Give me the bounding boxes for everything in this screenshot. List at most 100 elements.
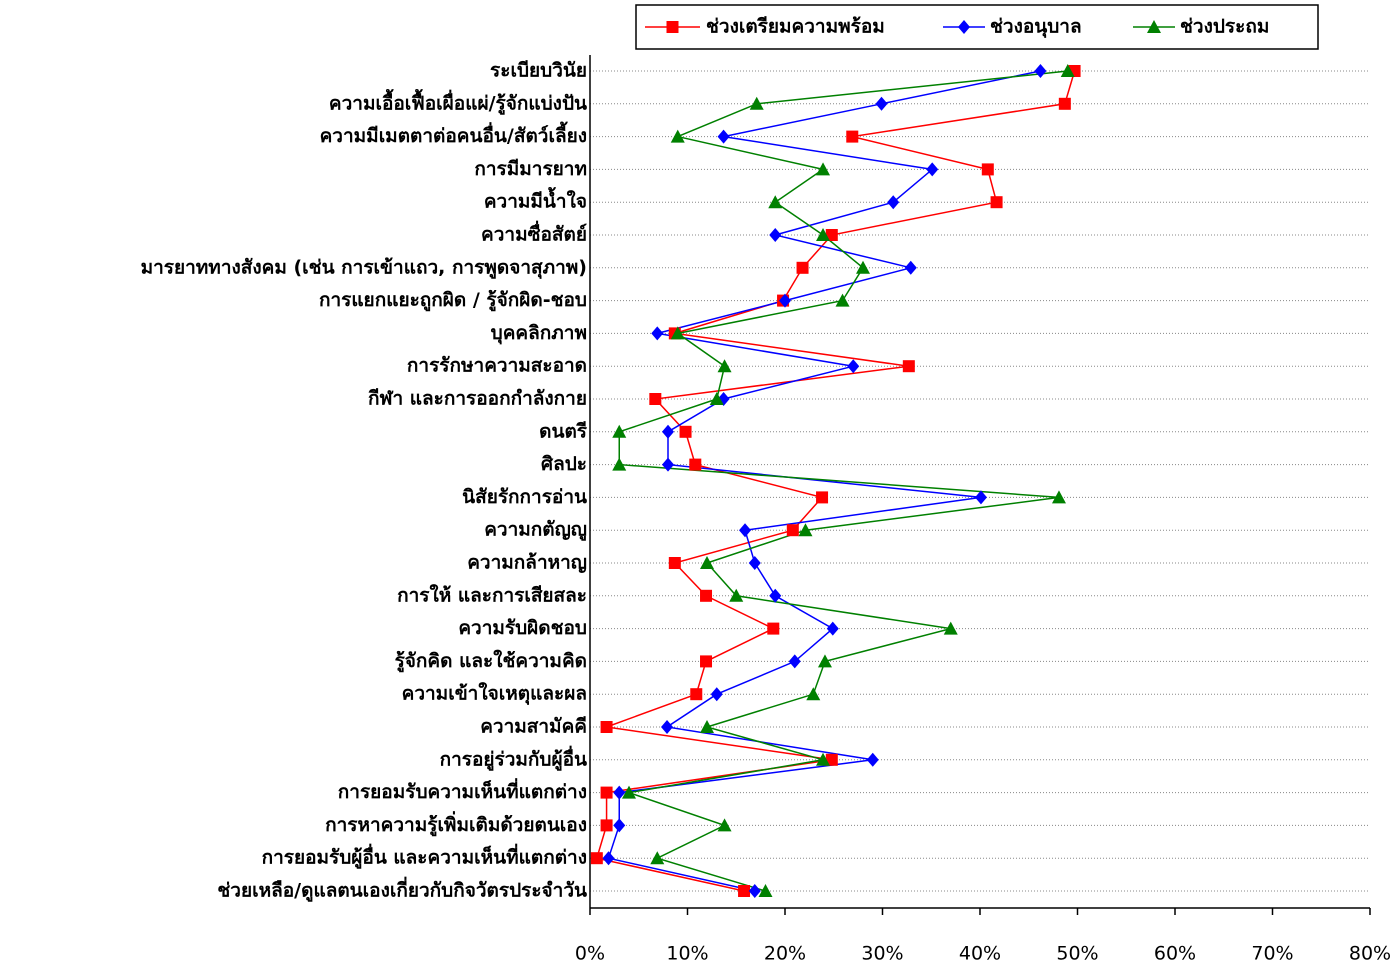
legend-marker xyxy=(958,20,970,34)
data-point xyxy=(769,588,782,603)
y-tick-label: กีฬา และการออกกำลังกาย xyxy=(368,388,587,410)
data-point xyxy=(738,885,751,897)
y-tick-label: การแยกแยะถูกผิด / รู้จักผิด-ชอบ xyxy=(319,289,587,312)
data-point xyxy=(590,852,603,865)
legend-label: ช่วงอนุบาล xyxy=(990,16,1082,39)
data-point xyxy=(887,195,900,210)
data-point xyxy=(651,326,664,341)
x-tick-label: 50% xyxy=(1056,943,1098,965)
y-tick-label: ความสามัคคี xyxy=(480,716,587,738)
y-tick-label: ความกล้าหาญ xyxy=(467,552,587,574)
y-tick-label: ระเบียบวินัย xyxy=(490,60,587,82)
data-point xyxy=(816,491,829,504)
data-point xyxy=(990,196,1003,209)
y-tick-label: ความเข้าใจเหตุและผล xyxy=(402,682,587,706)
data-point xyxy=(668,557,681,569)
legend-label: ช่วงประถม xyxy=(1180,16,1269,38)
y-tick-label: บุคคลิกภาพ xyxy=(491,322,587,345)
data-point xyxy=(769,228,782,242)
data-point xyxy=(902,360,915,373)
data-point xyxy=(613,785,626,800)
data-point xyxy=(749,96,764,110)
data-point xyxy=(612,424,627,438)
data-point xyxy=(670,129,685,143)
x-tick-label: 10% xyxy=(666,943,708,965)
data-point xyxy=(825,753,838,766)
x-tick-label: 20% xyxy=(764,943,806,965)
data-point xyxy=(816,228,831,241)
data-point xyxy=(729,588,744,602)
data-point xyxy=(779,293,791,308)
data-point xyxy=(875,96,888,111)
data-point xyxy=(748,884,761,898)
data-point xyxy=(700,720,714,733)
y-tick-label: การอยู่ร่วมกับผู้อื่น xyxy=(440,745,587,771)
data-point xyxy=(835,293,850,307)
x-tick-label: 80% xyxy=(1349,943,1391,965)
data-point xyxy=(847,359,860,374)
data-point xyxy=(846,130,859,143)
data-point xyxy=(649,393,662,405)
data-point xyxy=(1034,64,1047,78)
data-point xyxy=(1060,64,1075,77)
y-tick-label: ความกตัญญู xyxy=(484,519,587,542)
y-tick-label: ดนตรี xyxy=(539,420,588,442)
data-point xyxy=(798,523,813,537)
y-tick-label: ความเอื้อเฟื้อเผื่อแผ่/รู้จักแบ่งปัน xyxy=(329,88,587,115)
data-point xyxy=(981,163,994,176)
data-point xyxy=(700,655,713,668)
x-tick-label: 70% xyxy=(1251,943,1293,965)
data-point xyxy=(739,523,752,538)
y-tick-label: การหาความรู้เพิ่มเติมด้วยตนเอง xyxy=(325,811,587,837)
y-tick-label: ความซื่อสัตย์ xyxy=(481,221,587,246)
data-point xyxy=(826,621,839,636)
data-point xyxy=(816,162,831,176)
data-point xyxy=(662,457,674,472)
data-point xyxy=(943,621,958,635)
data-point xyxy=(816,752,831,766)
data-point xyxy=(767,622,780,635)
data-point xyxy=(690,688,703,701)
data-point xyxy=(700,589,713,602)
data-point xyxy=(679,425,692,438)
data-point xyxy=(788,654,801,669)
data-point xyxy=(856,260,870,274)
x-tick-label: 60% xyxy=(1154,943,1196,965)
legend-label: ช่วงเตรียมความพร้อม xyxy=(706,16,885,38)
data-point xyxy=(709,392,724,405)
y-tick-label: ความมีเมตตาต่อคนอื่น/สัตว์เลี้ยง xyxy=(320,121,587,147)
data-point xyxy=(717,818,732,832)
data-point xyxy=(600,786,613,799)
series-line xyxy=(607,70,1041,892)
y-tick-label: รู้จักคิด และใช้ความคิด xyxy=(395,649,587,673)
data-point xyxy=(717,359,732,373)
data-point xyxy=(661,720,674,734)
y-tick-label: การยอมรับผู้อื่น และความเห็นที่แตกต่าง xyxy=(262,844,587,870)
data-point xyxy=(817,654,832,668)
x-tick-label: 0% xyxy=(575,943,605,965)
data-point xyxy=(748,556,761,570)
y-tick-label: การให้ และการเสียสละ xyxy=(397,583,587,606)
y-tick-label: การยอมรับความเห็นที่แตกต่าง xyxy=(338,778,587,803)
series-line xyxy=(595,70,1076,892)
y-tick-label: ช่วยเหลือ/ดูแลตนเองเกี่ยวกับกิจวัตรประจำ… xyxy=(217,877,587,903)
legend-marker xyxy=(666,21,679,33)
data-point xyxy=(796,261,809,274)
data-point xyxy=(600,721,613,733)
data-point xyxy=(717,129,730,144)
data-point xyxy=(670,326,685,340)
data-point xyxy=(612,457,627,471)
data-point xyxy=(786,524,799,537)
y-tick-label: การรักษาความสะอาด xyxy=(407,355,587,377)
data-point xyxy=(1058,97,1071,110)
data-point xyxy=(650,851,665,865)
data-point xyxy=(700,556,714,569)
data-point xyxy=(613,818,626,833)
data-point xyxy=(904,260,917,275)
data-point xyxy=(806,687,821,701)
data-point xyxy=(974,490,987,505)
data-point xyxy=(768,195,783,209)
data-point xyxy=(825,229,838,241)
data-point xyxy=(710,687,723,702)
